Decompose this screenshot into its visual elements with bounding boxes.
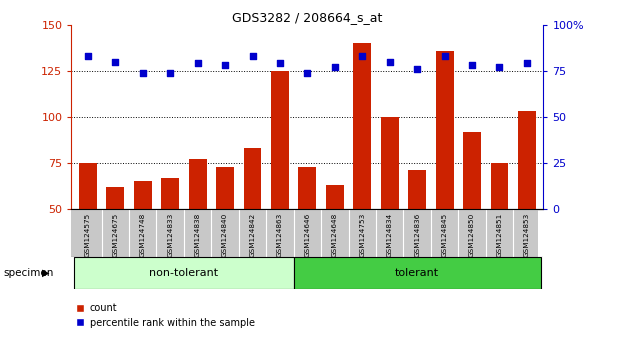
Text: GSM124753: GSM124753 — [360, 213, 365, 257]
Title: GDS3282 / 208664_s_at: GDS3282 / 208664_s_at — [232, 11, 383, 24]
Point — [330, 64, 340, 70]
Point — [111, 59, 120, 64]
Bar — [326, 185, 344, 209]
Bar — [518, 111, 536, 209]
Point — [275, 61, 285, 66]
Text: GSM124675: GSM124675 — [112, 213, 119, 257]
Text: GSM124648: GSM124648 — [332, 213, 338, 257]
Text: GSM124851: GSM124851 — [496, 213, 502, 257]
Point — [248, 53, 258, 59]
Bar — [463, 132, 481, 209]
Point — [467, 62, 477, 68]
Legend: count, percentile rank within the sample: count, percentile rank within the sample — [71, 299, 259, 332]
Point — [138, 70, 148, 75]
Text: GSM124842: GSM124842 — [250, 213, 255, 257]
Text: ▶: ▶ — [42, 268, 50, 278]
Bar — [381, 117, 399, 209]
Point — [522, 61, 532, 66]
Bar — [271, 71, 289, 209]
Text: GSM124748: GSM124748 — [140, 213, 146, 257]
Bar — [74, 257, 294, 289]
Bar — [294, 257, 541, 289]
Point — [412, 66, 422, 72]
Point — [385, 59, 395, 64]
Bar — [106, 187, 124, 209]
Text: GSM124863: GSM124863 — [277, 213, 283, 257]
Bar — [161, 178, 179, 209]
Text: GSM124838: GSM124838 — [194, 213, 201, 257]
Point — [302, 70, 312, 75]
Text: non-tolerant: non-tolerant — [150, 268, 219, 278]
Text: tolerant: tolerant — [395, 268, 439, 278]
Text: GSM124850: GSM124850 — [469, 213, 475, 257]
Text: GSM124853: GSM124853 — [524, 213, 530, 257]
Text: GSM124845: GSM124845 — [442, 213, 448, 257]
Point — [440, 53, 450, 59]
Point — [193, 61, 202, 66]
Bar — [353, 43, 371, 209]
Text: GSM124833: GSM124833 — [167, 213, 173, 257]
Text: GSM124840: GSM124840 — [222, 213, 228, 257]
Bar — [436, 51, 453, 209]
Bar — [79, 163, 97, 209]
Bar — [491, 163, 509, 209]
Bar — [243, 148, 261, 209]
Bar — [134, 181, 152, 209]
Point — [165, 70, 175, 75]
Point — [494, 64, 504, 70]
Bar — [299, 166, 316, 209]
Text: GSM124834: GSM124834 — [387, 213, 392, 257]
Text: specimen: specimen — [3, 268, 53, 278]
Text: GSM124836: GSM124836 — [414, 213, 420, 257]
Bar — [216, 166, 234, 209]
Text: GSM124575: GSM124575 — [85, 213, 91, 257]
Point — [220, 62, 230, 68]
Point — [83, 53, 93, 59]
Bar — [408, 170, 426, 209]
Point — [357, 53, 367, 59]
Text: GSM124646: GSM124646 — [304, 213, 310, 257]
Bar — [189, 159, 207, 209]
